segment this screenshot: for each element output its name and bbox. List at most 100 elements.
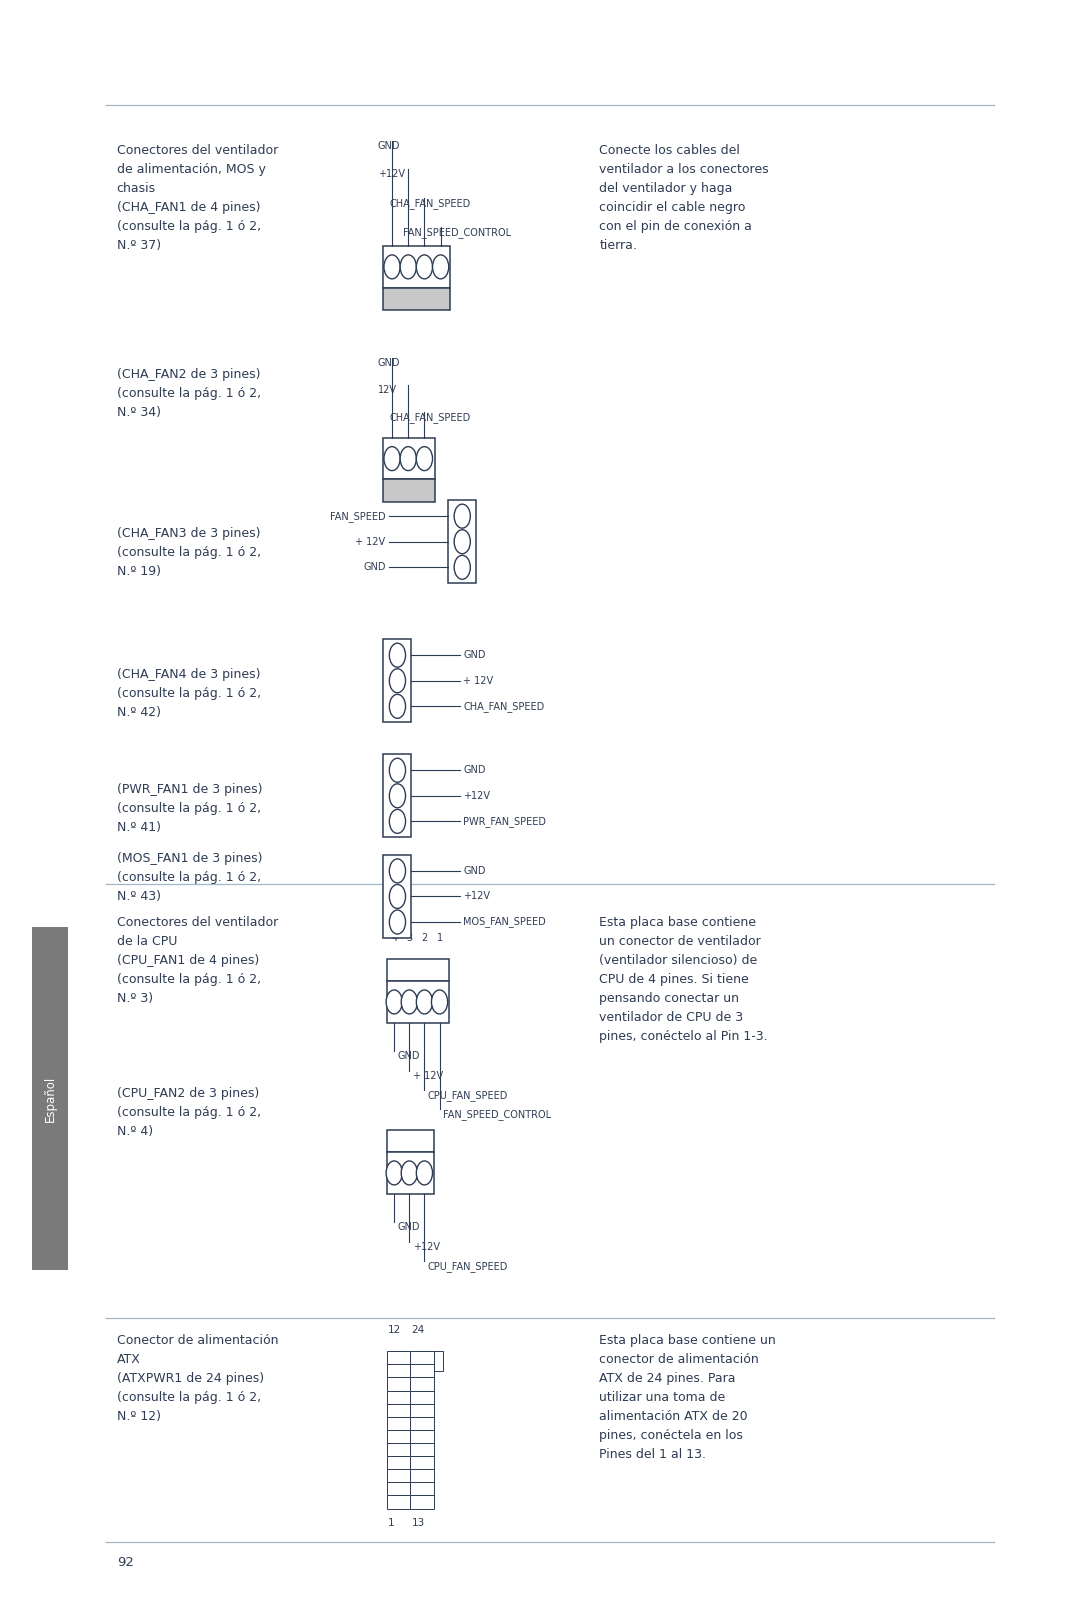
Text: CHA_FAN_SPEED: CHA_FAN_SPEED — [390, 412, 471, 423]
Text: FAN_SPEED_CONTROL: FAN_SPEED_CONTROL — [403, 227, 511, 238]
Bar — [387, 1456, 410, 1469]
Text: (MOS_FAN1 de 3 pines)
(consulte la pág. 1 ó 2,
N.º 43): (MOS_FAN1 de 3 pines) (consulte la pág. … — [117, 852, 262, 903]
Bar — [387, 1152, 434, 1194]
Text: +12V: +12V — [463, 892, 490, 901]
Bar — [410, 1456, 434, 1469]
Bar — [383, 479, 435, 502]
Text: GND: GND — [378, 358, 401, 368]
Bar — [387, 1496, 410, 1509]
Bar — [387, 1417, 410, 1430]
Circle shape — [384, 447, 400, 470]
Text: 3: 3 — [406, 933, 413, 943]
Bar — [387, 1483, 410, 1496]
Text: GND: GND — [463, 650, 486, 660]
Text: GND: GND — [463, 866, 486, 876]
Bar — [410, 1496, 434, 1509]
Circle shape — [389, 884, 406, 908]
Text: 24: 24 — [411, 1325, 424, 1336]
Text: 1: 1 — [436, 933, 443, 943]
Bar — [383, 288, 450, 310]
Circle shape — [389, 642, 406, 666]
Bar — [410, 1469, 434, 1483]
Bar — [387, 1443, 410, 1456]
Bar — [410, 1365, 434, 1377]
Text: (CHA_FAN4 de 3 pines)
(consulte la pág. 1 ó 2,
N.º 42): (CHA_FAN4 de 3 pines) (consulte la pág. … — [117, 668, 260, 719]
Circle shape — [417, 989, 432, 1015]
Bar — [387, 1365, 410, 1377]
Text: 4: 4 — [391, 933, 397, 943]
Bar — [32, 927, 68, 1270]
Text: GND: GND — [397, 1051, 420, 1061]
Bar — [410, 1377, 434, 1390]
Circle shape — [389, 860, 406, 882]
Bar — [387, 1403, 410, 1417]
Bar — [410, 1352, 434, 1365]
Text: 2: 2 — [421, 933, 428, 943]
Circle shape — [400, 447, 417, 470]
Text: (PWR_FAN1 de 3 pines)
(consulte la pág. 1 ó 2,
N.º 41): (PWR_FAN1 de 3 pines) (consulte la pág. … — [117, 783, 262, 834]
Text: 13: 13 — [411, 1518, 424, 1528]
Text: + 12V: + 12V — [355, 537, 386, 547]
Circle shape — [432, 256, 449, 278]
Bar — [387, 1130, 434, 1152]
Text: CPU_FAN_SPEED: CPU_FAN_SPEED — [428, 1261, 508, 1272]
Circle shape — [384, 256, 400, 278]
Circle shape — [417, 447, 432, 470]
Circle shape — [400, 256, 417, 278]
Circle shape — [389, 809, 406, 834]
Bar — [434, 1352, 443, 1371]
Text: CHA_FAN_SPEED: CHA_FAN_SPEED — [390, 198, 471, 209]
Circle shape — [417, 256, 432, 278]
Bar — [383, 438, 435, 479]
Text: Conectores del ventilador
de alimentación, MOS y
chasis
(CHA_FAN1 de 4 pines)
(c: Conectores del ventilador de alimentació… — [117, 144, 278, 252]
Text: GND: GND — [363, 562, 386, 572]
Text: MOS_FAN_SPEED: MOS_FAN_SPEED — [463, 917, 546, 927]
Bar — [387, 981, 449, 1023]
Circle shape — [389, 668, 406, 694]
Text: Conectores del ventilador
de la CPU
(CPU_FAN1 de 4 pines)
(consulte la pág. 1 ó : Conectores del ventilador de la CPU (CPU… — [117, 916, 278, 1005]
Bar — [387, 1352, 410, 1365]
Text: + 12V: + 12V — [413, 1071, 443, 1080]
Text: (CHA_FAN3 de 3 pines)
(consulte la pág. 1 ó 2,
N.º 19): (CHA_FAN3 de 3 pines) (consulte la pág. … — [117, 527, 260, 578]
Text: CHA_FAN_SPEED: CHA_FAN_SPEED — [463, 702, 544, 711]
Circle shape — [389, 911, 406, 933]
Circle shape — [389, 783, 406, 809]
Text: +12V: +12V — [413, 1242, 440, 1251]
Circle shape — [431, 989, 447, 1015]
Circle shape — [454, 556, 471, 578]
Bar — [410, 1390, 434, 1403]
Bar — [383, 855, 411, 938]
Bar — [410, 1483, 434, 1496]
Text: PWR_FAN_SPEED: PWR_FAN_SPEED — [463, 817, 546, 826]
Bar — [387, 1377, 410, 1390]
Text: Esta placa base contiene un
conector de alimentación
ATX de 24 pines. Para
utili: Esta placa base contiene un conector de … — [599, 1334, 777, 1461]
Text: GND: GND — [378, 141, 401, 150]
Bar — [410, 1430, 434, 1443]
Text: GND: GND — [397, 1222, 420, 1232]
Bar — [383, 246, 450, 288]
Text: FAN_SPEED: FAN_SPEED — [329, 511, 386, 521]
Circle shape — [454, 505, 471, 527]
Text: 12V: 12V — [378, 385, 397, 395]
Text: Español: Español — [43, 1075, 57, 1122]
Bar — [383, 754, 411, 837]
Circle shape — [454, 531, 471, 553]
Bar — [410, 1443, 434, 1456]
Text: FAN_SPEED_CONTROL: FAN_SPEED_CONTROL — [443, 1109, 551, 1120]
Bar — [387, 1469, 410, 1483]
Bar — [448, 500, 476, 583]
Bar — [410, 1417, 434, 1430]
Bar — [387, 1430, 410, 1443]
Bar — [387, 959, 449, 981]
Bar — [383, 639, 411, 722]
Text: (CHA_FAN2 de 3 pines)
(consulte la pág. 1 ó 2,
N.º 34): (CHA_FAN2 de 3 pines) (consulte la pág. … — [117, 368, 260, 419]
Circle shape — [387, 1160, 402, 1186]
Text: Conector de alimentación
ATX
(ATXPWR1 de 24 pines)
(consulte la pág. 1 ó 2,
N.º : Conector de alimentación ATX (ATXPWR1 de… — [117, 1334, 279, 1424]
Text: + 12V: + 12V — [463, 676, 494, 686]
Circle shape — [389, 694, 406, 718]
Text: (CPU_FAN2 de 3 pines)
(consulte la pág. 1 ó 2,
N.º 4): (CPU_FAN2 de 3 pines) (consulte la pág. … — [117, 1087, 260, 1138]
Circle shape — [417, 1160, 432, 1186]
Circle shape — [389, 757, 406, 781]
Text: +12V: +12V — [463, 791, 490, 801]
Text: GND: GND — [463, 765, 486, 775]
